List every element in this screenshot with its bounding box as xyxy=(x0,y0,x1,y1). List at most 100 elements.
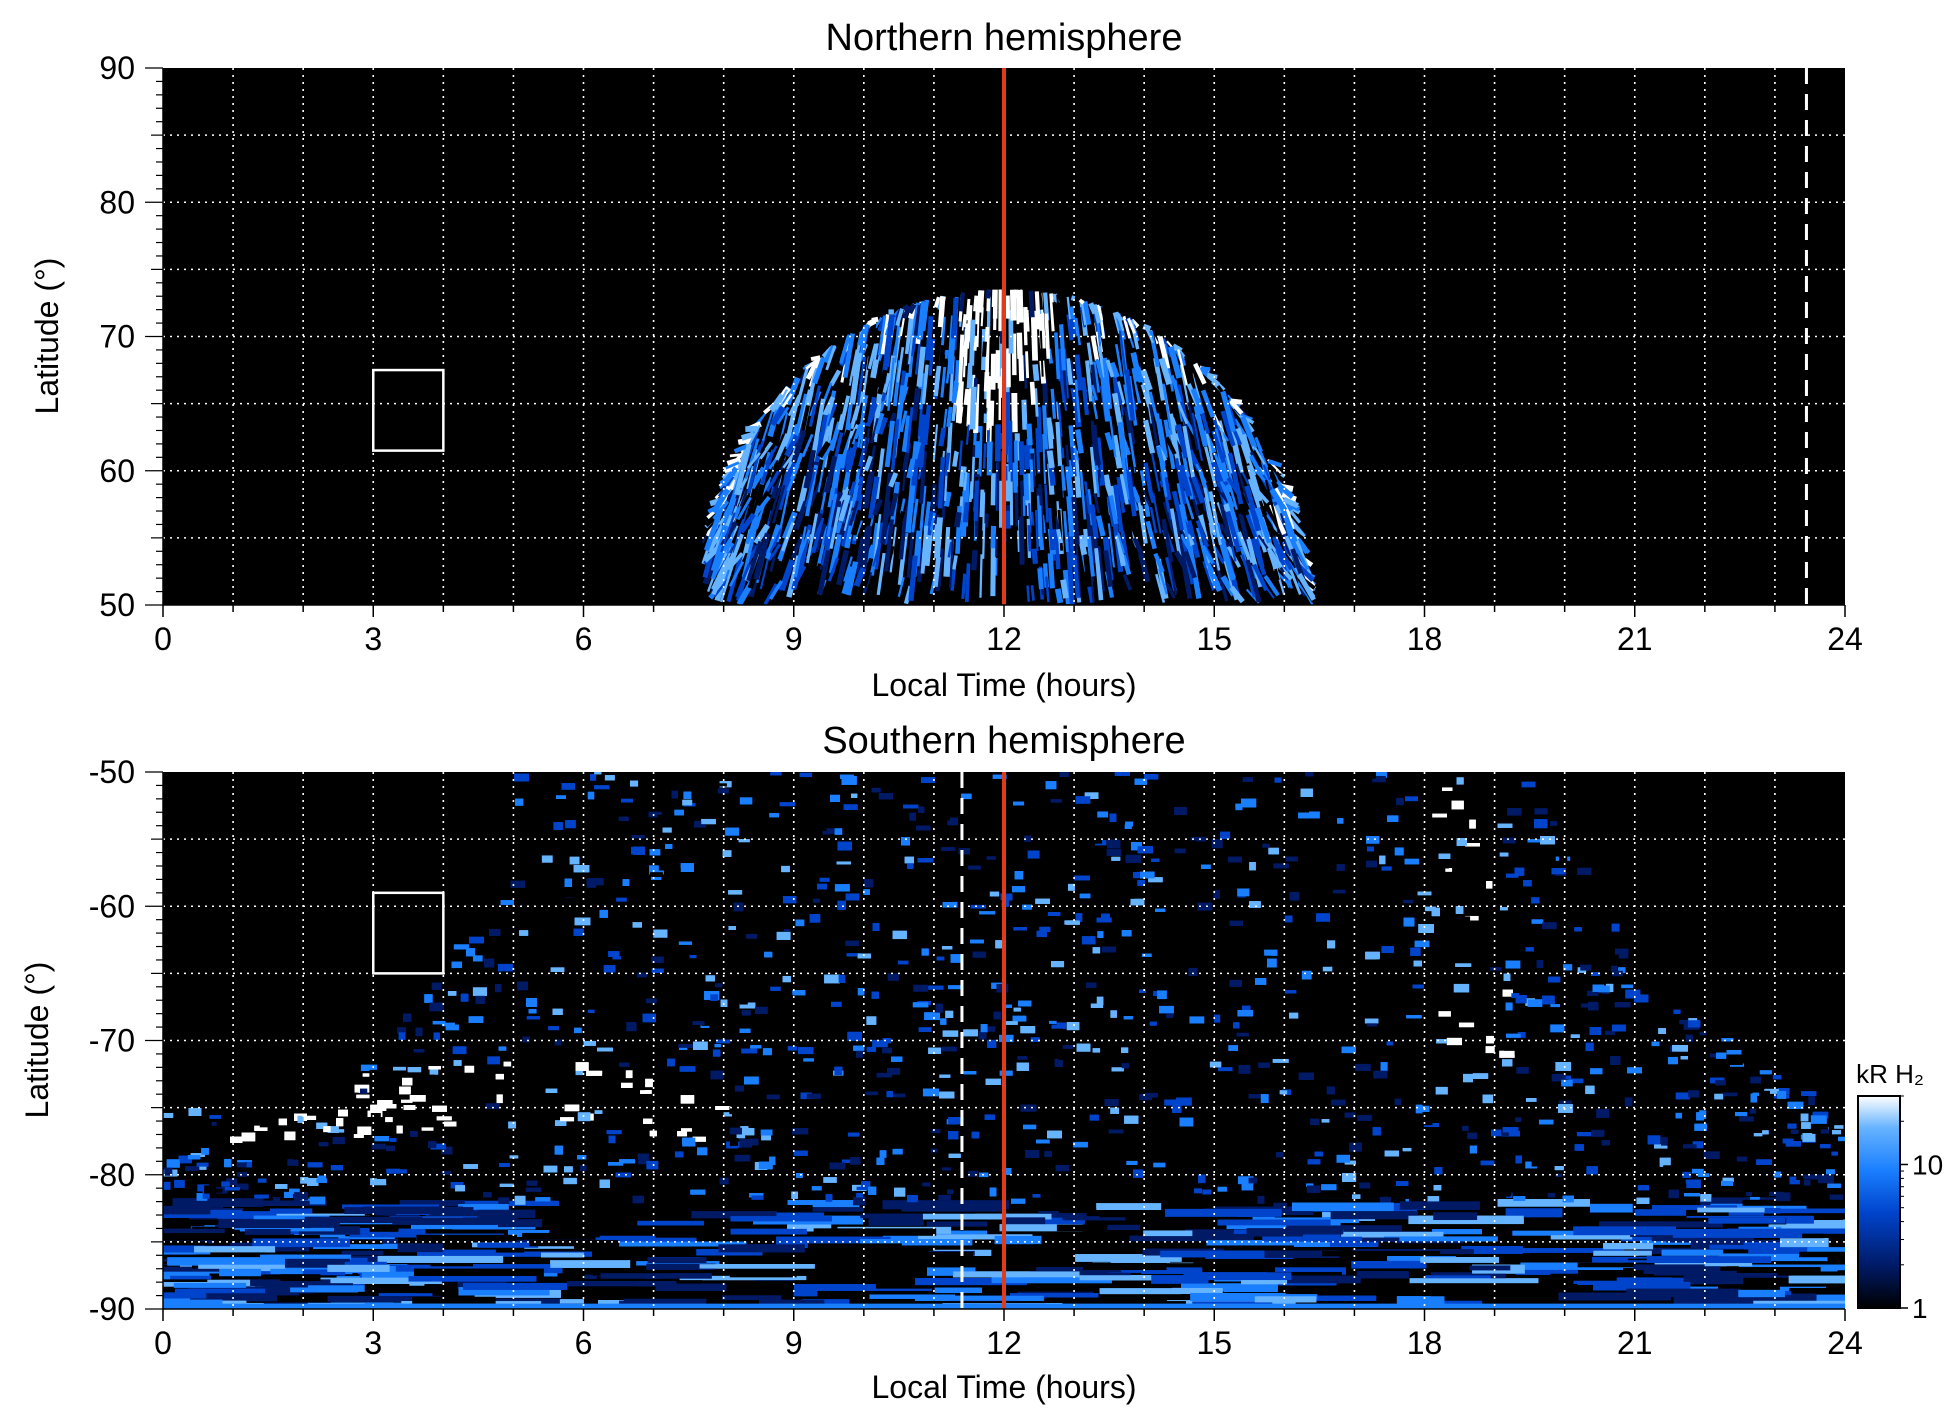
south-title: Southern hemisphere xyxy=(822,720,1185,762)
north-y-tick-label: 90 xyxy=(99,50,135,86)
north-x-axis-label: Local Time (hours) xyxy=(872,667,1137,703)
north-emission-streak xyxy=(1071,298,1074,299)
north-emission-streak xyxy=(869,321,875,324)
north-emission-streak xyxy=(1058,589,1061,603)
north-x-tick-label: 6 xyxy=(575,621,593,657)
north-emission-streak xyxy=(1068,467,1071,498)
north-x-tick-label: 9 xyxy=(785,621,803,657)
north-emission-streak xyxy=(1062,405,1065,448)
north-emission-streak xyxy=(1037,291,1039,322)
north-emission-streak xyxy=(993,354,994,390)
north-emission-streak xyxy=(954,451,956,467)
north-emission-streak xyxy=(984,399,985,413)
north-y-axis-label: Latitude (°) xyxy=(29,258,65,415)
north-emission-streak xyxy=(1034,549,1035,564)
north-emission-streak xyxy=(1080,300,1084,303)
north-emission-streak xyxy=(957,512,959,527)
north-emission-streak xyxy=(1035,364,1037,380)
north-emission-streak xyxy=(954,381,956,403)
north-emission-streak xyxy=(984,342,985,357)
north-x-tick-label: 21 xyxy=(1617,621,1653,657)
north-emission-streak xyxy=(811,357,820,359)
north-emission-streak xyxy=(1032,512,1033,526)
north-x-tick-label: 18 xyxy=(1407,621,1443,657)
north-emission-streak xyxy=(1207,375,1217,377)
north-x-tick-label: 3 xyxy=(364,621,382,657)
north-emission-streak xyxy=(1026,310,1027,332)
north-emission-streak xyxy=(961,293,963,312)
north-emission-streak xyxy=(1231,401,1242,402)
north-emission-streak xyxy=(1061,324,1064,370)
north-emission-streak xyxy=(971,291,973,298)
north-emission-streak xyxy=(986,514,987,528)
north-y-tick-label: 70 xyxy=(99,319,135,355)
north-x-tick-label: 0 xyxy=(154,621,172,657)
north-emission-streak xyxy=(972,387,973,430)
north-emission-streak xyxy=(963,574,965,599)
north-emission-streak xyxy=(958,427,960,452)
north-emission-streak xyxy=(981,490,982,517)
north-emission-streak xyxy=(1032,382,1033,405)
north-y-tick-label: 80 xyxy=(99,184,135,220)
north-emission-streak xyxy=(958,391,960,405)
north-emission-streak xyxy=(940,457,943,508)
north-emission-streak xyxy=(954,555,956,569)
north-emission-streak xyxy=(1050,451,1052,468)
north-emission-streak xyxy=(991,401,992,426)
north-emission-streak xyxy=(1034,311,1035,361)
north-emission-streak xyxy=(984,444,985,469)
north-emission-streak xyxy=(1068,358,1071,384)
north-emission-streak xyxy=(983,523,984,559)
north-emission-streak xyxy=(1036,388,1038,416)
north-x-tick-label: 12 xyxy=(986,621,1022,657)
north-emission-streak xyxy=(1078,430,1082,454)
north-emission-streak xyxy=(988,290,989,298)
north-emission-streak xyxy=(965,502,967,522)
north-emission-streak xyxy=(1049,418,1051,449)
north-emission-streak xyxy=(979,291,980,313)
north-emission-streak xyxy=(920,414,924,467)
north-emission-streak xyxy=(1019,333,1020,359)
north-emission-streak xyxy=(960,335,962,383)
north-emission-streak xyxy=(974,550,975,570)
north-emission-streak xyxy=(980,554,981,597)
north-emission-streak xyxy=(975,337,976,351)
north-emission-streak xyxy=(950,339,953,374)
north-emission-streak xyxy=(1021,355,1022,381)
north-emission-streak xyxy=(742,434,754,438)
north-emission-streak xyxy=(941,428,944,446)
north-emission-streak xyxy=(1069,552,1072,605)
north-emission-streak xyxy=(738,440,751,442)
north-y-tick-label: 60 xyxy=(99,453,135,489)
north-emission-streak xyxy=(1021,441,1022,475)
north-emission-streak xyxy=(993,473,994,505)
north-emission-streak xyxy=(1026,445,1027,469)
north-emission-streak xyxy=(967,563,969,602)
north-emission-streak xyxy=(1028,586,1029,602)
north-emission-streak xyxy=(1029,424,1030,446)
north-emission-streak xyxy=(993,526,994,548)
north-emission-streak xyxy=(1031,291,1032,317)
north-emission-streak xyxy=(1069,496,1072,536)
north-emission-streak xyxy=(993,290,994,307)
north-emission-streak xyxy=(1057,422,1060,466)
north-emission-streak xyxy=(1052,497,1054,529)
north-emission-streak xyxy=(1015,462,1016,492)
north-emission-streak xyxy=(935,557,938,587)
north-emission-streak xyxy=(969,305,971,338)
north-emission-streak xyxy=(1026,474,1027,500)
north-x-tick-label: 24 xyxy=(1827,621,1863,657)
north-emission-streak xyxy=(1021,517,1022,565)
north-emission-streak xyxy=(1031,459,1032,492)
north-emission-streak xyxy=(1026,516,1027,541)
north-emission-streak xyxy=(1040,568,1042,589)
north-emission-streak xyxy=(970,481,972,502)
north-emission-streak xyxy=(1014,393,1015,432)
north-emission-streak xyxy=(1032,585,1033,600)
north-emission-streak xyxy=(975,296,976,312)
north-emission-streak xyxy=(1019,290,1020,310)
north-emission-streak xyxy=(1063,580,1066,598)
